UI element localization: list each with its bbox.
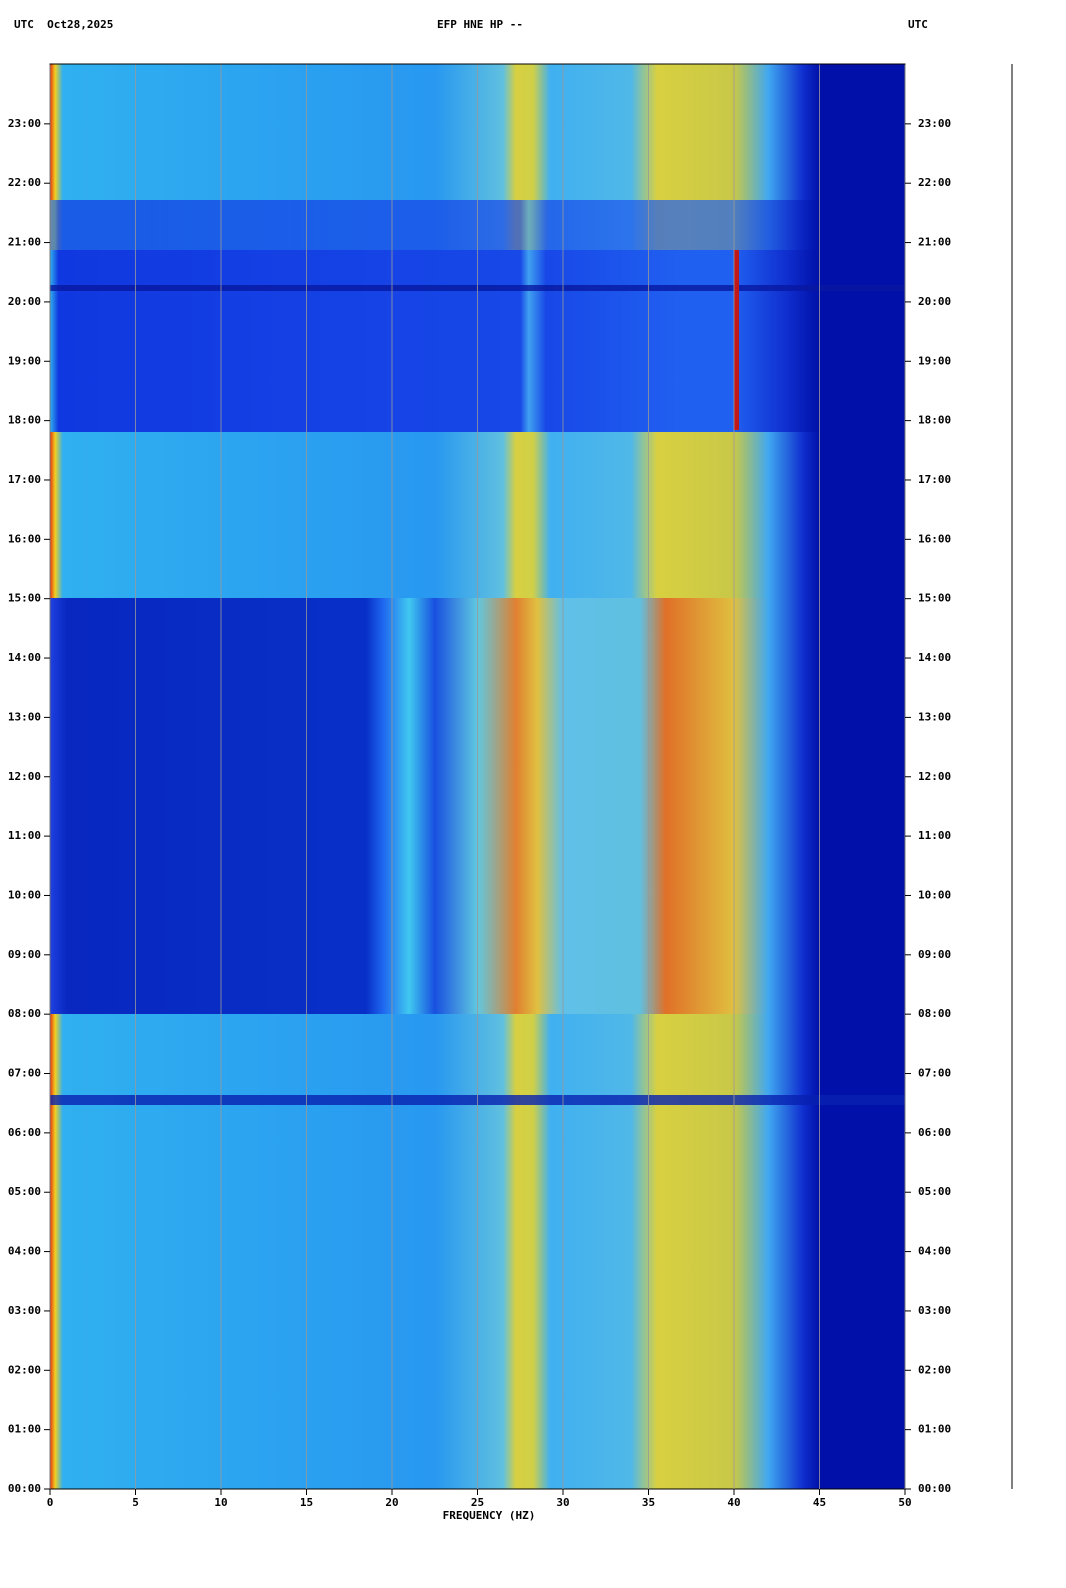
right-header: UTC <box>908 18 928 31</box>
y-tick-label: 02:00 <box>918 1363 951 1376</box>
y-tick-label: 21:00 <box>8 236 41 249</box>
y-tick-label: 15:00 <box>8 592 41 605</box>
x-tick-label: 20 <box>385 1496 398 1509</box>
y-tick-label: 03:00 <box>8 1304 41 1317</box>
y-tick-label: 12:00 <box>918 770 951 783</box>
y-tick-label: 05:00 <box>918 1185 951 1198</box>
y-tick-label: 01:00 <box>8 1423 41 1436</box>
y-tick-label: 09:00 <box>8 948 41 961</box>
x-tick-label: 40 <box>727 1496 740 1509</box>
x-tick-label: 30 <box>556 1496 569 1509</box>
y-tick-label: 17:00 <box>8 473 41 486</box>
y-tick-label: 03:00 <box>918 1304 951 1317</box>
y-tick-label: 05:00 <box>8 1185 41 1198</box>
x-tick-label: 50 <box>898 1496 911 1509</box>
y-tick-label: 13:00 <box>8 710 41 723</box>
y-tick-label: 07:00 <box>8 1067 41 1080</box>
y-tick-label: 16:00 <box>8 532 41 545</box>
x-tick-label: 35 <box>642 1496 655 1509</box>
y-tick-label: 20:00 <box>8 295 41 308</box>
chart-title: EFP HNE HP -- <box>437 18 523 31</box>
y-tick-label: 00:00 <box>8 1482 41 1495</box>
y-tick-label: 06:00 <box>8 1126 41 1139</box>
y-tick-label: 01:00 <box>918 1423 951 1436</box>
y-tick-label: 17:00 <box>918 473 951 486</box>
y-tick-label: 18:00 <box>8 414 41 427</box>
y-tick-label: 19:00 <box>918 354 951 367</box>
x-tick-label: 10 <box>214 1496 227 1509</box>
y-tick-label: 22:00 <box>8 176 41 189</box>
y-tick-label: 16:00 <box>918 532 951 545</box>
y-tick-label: 15:00 <box>918 592 951 605</box>
x-tick-label: 5 <box>132 1496 139 1509</box>
y-tick-label: 04:00 <box>8 1245 41 1258</box>
y-tick-label: 09:00 <box>918 948 951 961</box>
y-tick-label: 00:00 <box>918 1482 951 1495</box>
y-tick-label: 04:00 <box>918 1245 951 1258</box>
y-tick-label: 23:00 <box>918 117 951 130</box>
y-tick-label: 14:00 <box>8 651 41 664</box>
spectrum-line <box>734 250 739 430</box>
y-tick-label: 19:00 <box>8 354 41 367</box>
y-tick-label: 14:00 <box>918 651 951 664</box>
y-tick-label: 22:00 <box>918 176 951 189</box>
y-tick-label: 10:00 <box>918 888 951 901</box>
y-tick-label: 10:00 <box>8 888 41 901</box>
y-tick-label: 08:00 <box>8 1007 41 1020</box>
y-tick-label: 20:00 <box>918 295 951 308</box>
y-tick-label: 02:00 <box>8 1363 41 1376</box>
y-tick-label: 06:00 <box>918 1126 951 1139</box>
y-tick-label: 07:00 <box>918 1067 951 1080</box>
y-tick-label: 12:00 <box>8 770 41 783</box>
x-tick-label: 45 <box>813 1496 826 1509</box>
x-axis-label: FREQUENCY (HZ) <box>443 1509 536 1522</box>
y-tick-label: 23:00 <box>8 117 41 130</box>
y-tick-label: 11:00 <box>918 829 951 842</box>
x-tick-label: 0 <box>47 1496 54 1509</box>
y-tick-label: 08:00 <box>918 1007 951 1020</box>
left-header: UTC Oct28,2025 <box>14 18 113 31</box>
x-tick-label: 15 <box>300 1496 313 1509</box>
y-tick-label: 13:00 <box>918 710 951 723</box>
x-tick-label: 25 <box>471 1496 484 1509</box>
y-tick-label: 21:00 <box>918 236 951 249</box>
y-tick-label: 18:00 <box>918 414 951 427</box>
y-tick-label: 11:00 <box>8 829 41 842</box>
